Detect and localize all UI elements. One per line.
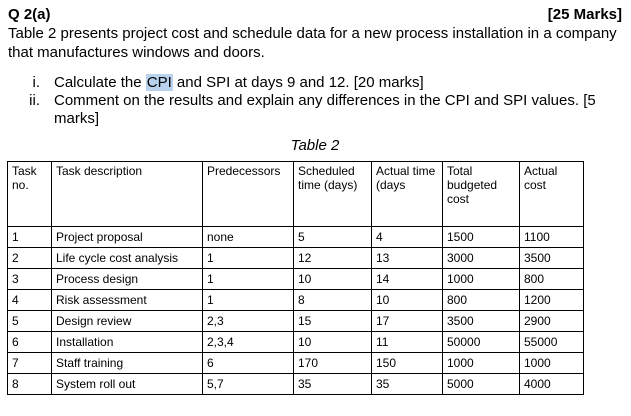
table-cell: 4 [7,289,52,311]
sub-question-text-part: and SPI at days 9 and 12. [20 marks] [172,74,424,91]
table-row: 8 System roll out 5,7 35 35 5000 4000 [7,373,584,395]
table-row: 7 Staff training 6 170 150 1000 1000 [7,352,584,374]
table-cell: 35 [371,373,443,395]
table-cell: Staff training [51,352,203,374]
table-cell: 6 [7,331,52,353]
table-cell: 1000 [442,268,520,290]
sub-question-number: ii. [29,92,40,109]
table-cell: 10 [371,289,443,311]
table-cell: 35 [293,373,372,395]
table-row: 3 Process design 1 10 14 1000 800 [7,268,584,290]
column-header: Actual time (days [371,161,443,227]
question-intro: Table 2 presents project cost and schedu… [8,25,617,61]
table-cell: 7 [7,352,52,374]
table-cell: System roll out [51,373,203,395]
question-marks: [25 Marks] [547,6,622,23]
table-cell: 1000 [442,352,520,374]
table-caption: Table 2 [290,137,340,154]
sub-question-list: i. Calculate the CPI and SPI at days 9 a… [8,74,622,128]
table-cell: 1 [202,289,294,311]
table-cell: 12 [293,247,372,269]
table-cell: 50000 [442,331,520,353]
table-cell: none [202,226,294,248]
table-cell: 17 [371,310,443,332]
question-id: Q 2(a) [8,6,51,23]
table-cell: 8 [7,373,52,395]
table-row: 5 Design review 2,3 15 17 3500 2900 [7,310,584,332]
table-cell: 1200 [519,289,584,311]
table-cell: 1000 [519,352,584,374]
column-header: Total budgeted cost [442,161,520,227]
table-cell: 8 [293,289,372,311]
table-cell: 1100 [519,226,584,248]
table-cell: 2900 [519,310,584,332]
table-cell: 5000 [442,373,520,395]
table-cell: 14 [371,268,443,290]
table-cell: 2,3 [202,310,294,332]
table-cell: 800 [442,289,520,311]
table-cell: 1 [202,268,294,290]
table-cell: 4 [371,226,443,248]
table-cell: 15 [293,310,372,332]
table-cell: 10 [293,268,372,290]
table-cell: 1500 [442,226,520,248]
project-data-table: Task no. Task description Predecessors S… [7,161,584,395]
table-header-row: Task no. Task description Predecessors S… [7,161,584,227]
table-cell: Process design [51,268,203,290]
table-cell: Risk assessment [51,289,203,311]
table-cell: 4000 [519,373,584,395]
table-cell: 11 [371,331,443,353]
table-cell: 6 [202,352,294,374]
column-header: Scheduled time (days) [293,161,372,227]
column-header: Predecessors [202,161,294,227]
column-header: Task description [51,161,203,227]
table-cell: 13 [371,247,443,269]
table-row: 2 Life cycle cost analysis 1 12 13 3000 3500 [7,247,584,269]
table-row: 1 Project proposal none 5 4 1500 1100 [7,226,584,248]
table-cell: Project proposal [51,226,203,248]
table-cell: 3500 [519,247,584,269]
table-cell: 1 [7,226,52,248]
sub-question: i. Calculate the CPI and SPI at days 9 a… [8,74,622,92]
table-cell: Design review [51,310,203,332]
table-cell: 55000 [519,331,584,353]
table-cell: 3 [7,268,52,290]
table-cell: 10 [293,331,372,353]
table-row: 6 Installation 2,3,4 10 11 50000 55000 [7,331,584,353]
sub-question-number: i. [32,74,41,91]
table-cell: 5,7 [202,373,294,395]
table-cell: Installation [51,331,203,353]
sub-question: ii. Comment on the results and explain a… [8,92,622,128]
table-row: 4 Risk assessment 1 8 10 800 1200 [7,289,584,311]
table-cell: 3500 [442,310,520,332]
table-cell: 170 [293,352,372,374]
column-header: Actual cost [519,161,584,227]
sub-question-text: Calculate the CPI and SPI at days 9 and … [54,74,622,92]
table-cell: 2 [7,247,52,269]
question-header: Q 2(a) [25 Marks] [8,6,622,24]
sub-question-text-part: Calculate the [54,74,146,91]
table-cell: 3000 [442,247,520,269]
table-cell: Life cycle cost analysis [51,247,203,269]
selected-text-highlight: CPI [145,74,173,91]
table-cell: 1 [202,247,294,269]
column-header: Task no. [7,161,52,227]
table-cell: 800 [519,268,584,290]
table-cell: 150 [371,352,443,374]
sub-question-text: Comment on the results and explain any d… [54,92,596,127]
table-cell: 5 [7,310,52,332]
question-page: Q 2(a) [25 Marks] Table 2 presents proje… [7,6,622,395]
table-cell: 5 [293,226,372,248]
table-cell: 2,3,4 [202,331,294,353]
